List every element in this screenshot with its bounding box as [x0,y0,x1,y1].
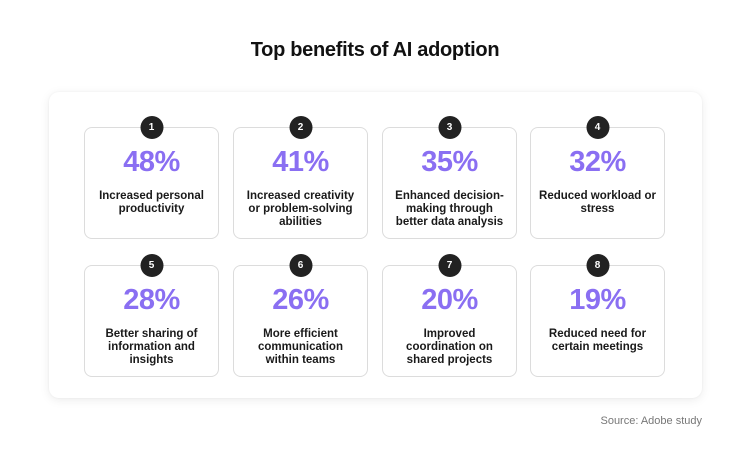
benefit-label: Increased personal productivity [99,190,204,215]
benefit-label: More efficient communication within team… [258,328,343,366]
rank-badge: 7 [438,254,461,277]
benefit-label: Improved coordination on shared projects [406,328,493,366]
benefit-card-1: 1 48% Increased personal productivity [84,116,219,239]
benefit-label: Reduced need for certain meetings [548,328,647,353]
benefit-percentage: 26% [272,284,329,316]
benefit-percentage: 32% [569,146,626,178]
benefit-percentage: 41% [272,146,329,178]
benefit-percentage: 48% [123,146,180,178]
benefit-card-5: 5 28% Better sharing of information and … [84,254,219,377]
benefit-percentage: 19% [569,284,626,316]
benefit-percentage: 20% [421,284,478,316]
benefit-label: Increased creativity or problem-solving … [246,190,355,228]
benefit-card-8: 8 19% Reduced need for certain meetings [530,254,665,377]
benefit-card-4: 4 32% Reduced workload or stress [530,116,665,239]
benefit-card-3: 3 35% Enhanced decision-making through b… [382,116,517,239]
benefit-label: Reduced workload or stress [539,190,656,215]
rank-badge: 2 [289,116,312,139]
rank-badge: 8 [586,254,609,277]
rank-badge: 6 [289,254,312,277]
benefits-panel: 1 48% Increased personal productivity 2 … [49,92,702,398]
benefit-percentage: 28% [123,284,180,316]
benefit-percentage: 35% [421,146,478,178]
rank-badge: 4 [586,116,609,139]
benefit-card-7: 7 20% Improved coordination on shared pr… [382,254,517,377]
rank-badge: 5 [140,254,163,277]
benefit-label: Better sharing of information and insigh… [105,328,198,366]
source-note: Source: Adobe study [600,415,702,427]
benefit-label: Enhanced decision-making through better … [395,190,504,228]
page-title: Top benefits of AI adoption [250,39,500,61]
rank-badge: 1 [140,116,163,139]
benefit-card-6: 6 26% More efficient communication withi… [233,254,368,377]
benefit-card-2: 2 41% Increased creativity or problem-so… [233,116,368,239]
rank-badge: 3 [438,116,461,139]
